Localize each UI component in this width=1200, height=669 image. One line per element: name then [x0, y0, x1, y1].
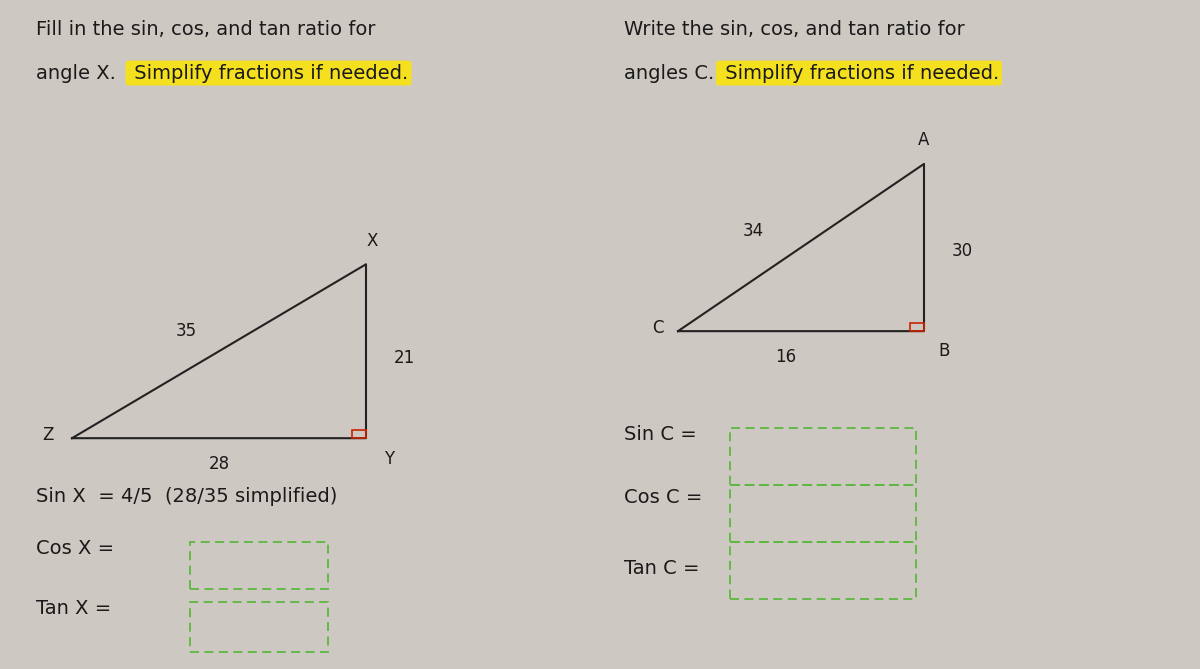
- Text: Write the sin, cos, and tan ratio for: Write the sin, cos, and tan ratio for: [624, 20, 965, 39]
- Text: 16: 16: [775, 348, 797, 366]
- Bar: [730, 485, 916, 542]
- Text: C: C: [652, 319, 664, 337]
- Text: Fill in the sin, cos, and tan ratio for: Fill in the sin, cos, and tan ratio for: [36, 20, 376, 39]
- Text: 34: 34: [743, 222, 764, 240]
- Text: 30: 30: [952, 242, 973, 260]
- Text: 28: 28: [209, 455, 230, 473]
- Text: Cos C =: Cos C =: [624, 488, 702, 507]
- Text: Simplify fractions if needed.: Simplify fractions if needed.: [719, 64, 1000, 82]
- Text: Cos X =: Cos X =: [36, 539, 114, 557]
- Bar: [910, 323, 924, 331]
- Text: Y: Y: [384, 450, 394, 468]
- Bar: [730, 428, 916, 485]
- Text: A: A: [918, 131, 930, 149]
- Text: Sin C =: Sin C =: [624, 425, 697, 444]
- Text: B: B: [938, 342, 949, 360]
- Text: angle X.: angle X.: [36, 64, 116, 82]
- Bar: [730, 542, 916, 599]
- Bar: [190, 602, 328, 652]
- Text: Simplify fractions if needed.: Simplify fractions if needed.: [128, 64, 409, 82]
- Text: 21: 21: [394, 349, 415, 367]
- Text: Sin X  = 4/5  (28/35 simplified): Sin X = 4/5 (28/35 simplified): [36, 487, 337, 506]
- Text: 35: 35: [175, 322, 197, 340]
- Text: Z: Z: [43, 426, 54, 444]
- Text: Tan C =: Tan C =: [624, 559, 700, 577]
- Text: X: X: [366, 231, 378, 250]
- Text: angles C.: angles C.: [624, 64, 714, 82]
- Bar: [352, 430, 366, 438]
- Bar: [190, 542, 328, 589]
- Text: Tan X =: Tan X =: [36, 599, 112, 617]
